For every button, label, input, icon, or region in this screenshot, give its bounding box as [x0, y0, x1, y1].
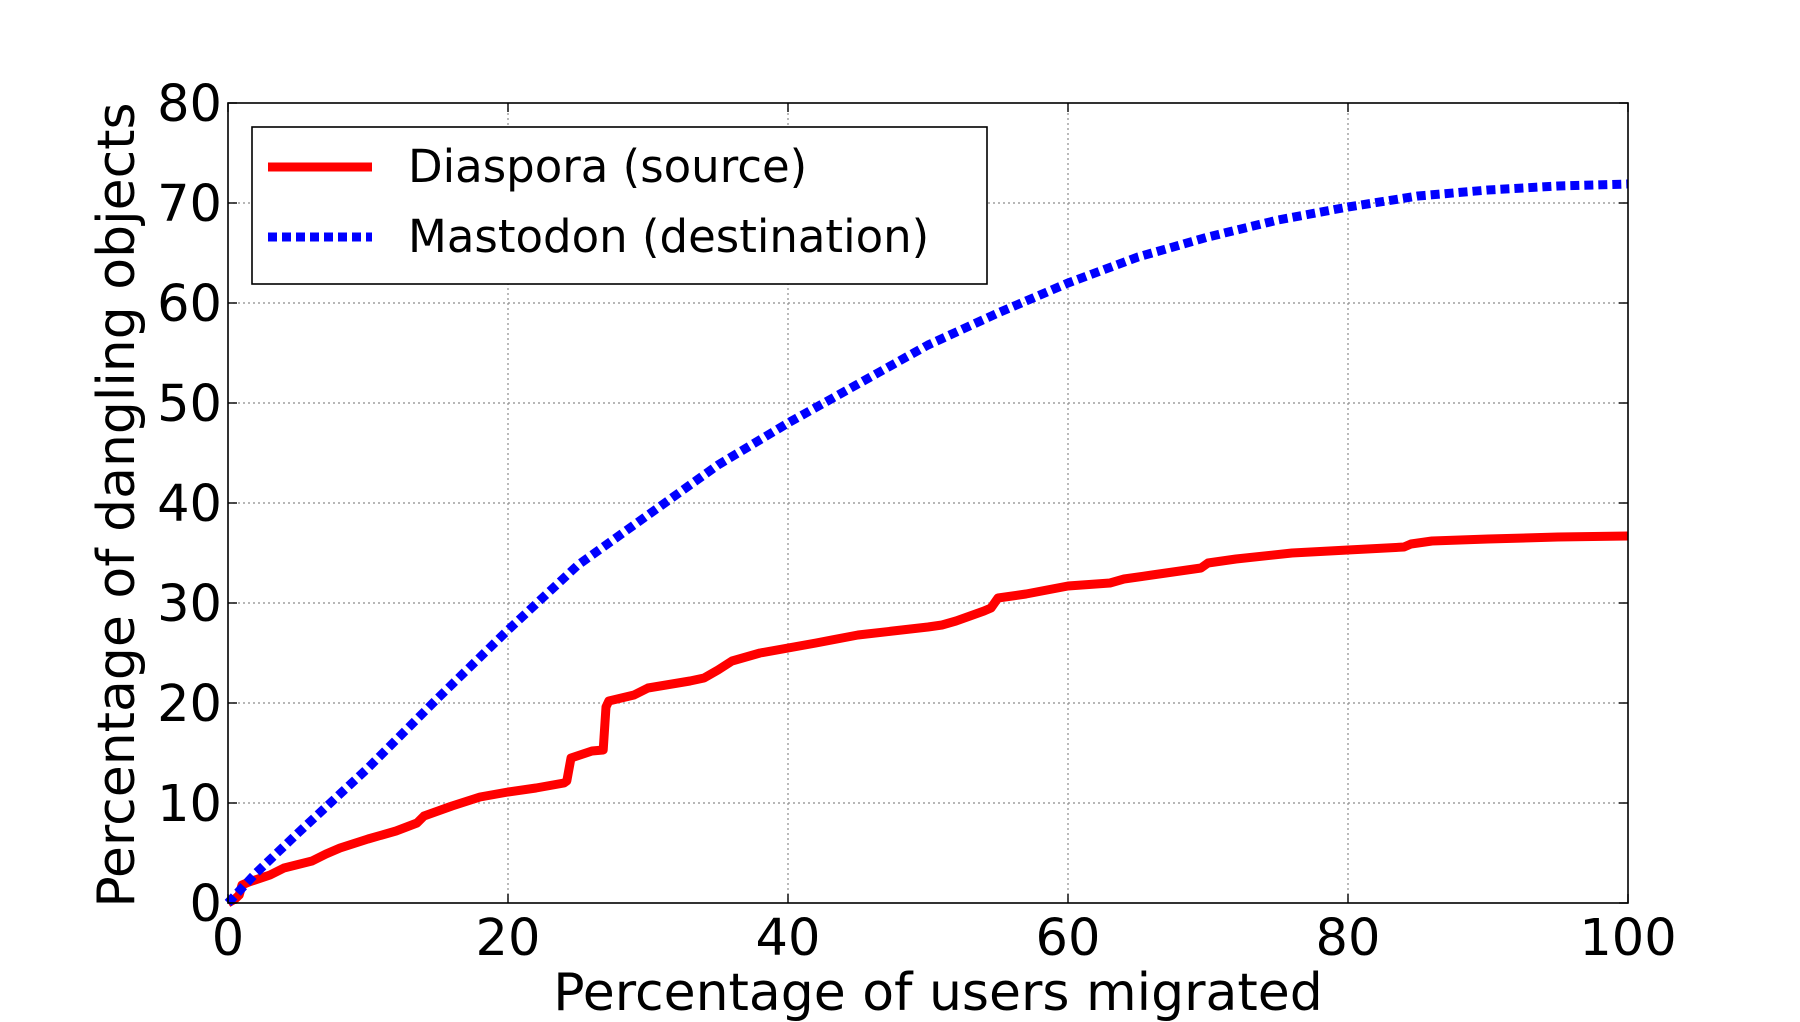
grid: [228, 103, 1628, 903]
x-axis-title: Percentage of users migrated: [553, 963, 1323, 1022]
y-tick-label: 60: [157, 275, 222, 334]
x-axis: 0 20 40 60 80 100: [212, 103, 1677, 968]
x-tick-label: 20: [476, 909, 541, 968]
x-tick-label: 40: [756, 909, 821, 968]
y-tick-label: 10: [157, 775, 222, 834]
y-tick-label: 70: [157, 175, 222, 234]
y-tick-label: 50: [157, 375, 222, 434]
y-tick-label: 30: [157, 575, 222, 634]
data-series: [224, 179, 1629, 907]
x-tick-label: 100: [1579, 909, 1676, 968]
legend-label-diaspora: Diaspora (source): [408, 140, 807, 193]
legend-label-mastodon: Mastodon (destination): [408, 210, 929, 263]
y-tick-label: 40: [157, 475, 222, 534]
y-axis: 0 10 20 30 40 50 60 70 80: [157, 75, 1628, 934]
x-tick-label: 80: [1316, 909, 1381, 968]
y-axis-title: Percentage of dangling objects: [87, 102, 147, 907]
legend: Diaspora (source) Mastodon (destination): [251, 126, 988, 285]
x-tick-label: 60: [1036, 909, 1101, 968]
y-tick-label: 0: [190, 875, 222, 934]
series-line-diaspora: [225, 531, 1629, 907]
y-tick-label: 80: [157, 75, 222, 134]
x-tick-label: 0: [212, 909, 244, 968]
y-tick-label: 20: [157, 675, 222, 734]
legend-box: [251, 126, 988, 285]
series-line-mastodon: [224, 179, 1629, 907]
